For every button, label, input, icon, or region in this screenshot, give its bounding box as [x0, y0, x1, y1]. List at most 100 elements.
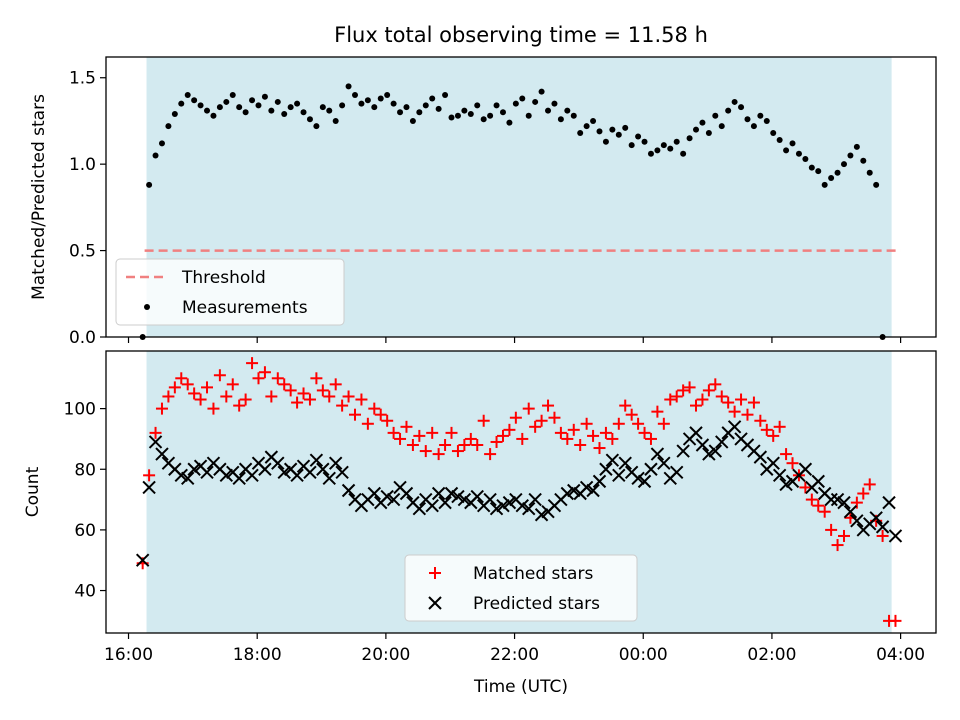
measurement-point [738, 104, 745, 111]
bottom-y-tick-label: 100 [64, 400, 96, 420]
matched-star-point [355, 393, 368, 406]
matched-star-point [233, 399, 246, 412]
measurement-point [339, 102, 346, 109]
predicted-star-point [483, 492, 497, 507]
matched-star-point [284, 384, 297, 397]
predicted-star-point [811, 474, 825, 489]
matched-star-point [252, 372, 265, 385]
predicted-star-point [148, 435, 163, 449]
measurement-point [660, 142, 667, 149]
matched-star-point [394, 432, 407, 445]
measurement-point [223, 98, 230, 105]
top-y-tick-label: 1.5 [69, 69, 96, 89]
predicted-star-point [702, 447, 716, 461]
matched-star-point [342, 390, 355, 403]
matched-star-point [265, 390, 278, 403]
matched-star-point [863, 478, 876, 491]
top-y-tick-label: 1.0 [69, 155, 96, 175]
predicted-star-point [605, 453, 620, 467]
matched-star-point [548, 411, 561, 424]
predicted-star-point [567, 483, 581, 498]
measurement-point [313, 123, 320, 130]
measurement-point [326, 107, 333, 114]
matched-star-point [349, 408, 361, 421]
measurement-point [834, 169, 841, 176]
matched-star-point [220, 390, 233, 403]
matched-star-point [503, 423, 516, 436]
measurement-point [718, 123, 725, 130]
predicted-star-point [644, 462, 658, 476]
top-panel: 0.0 0.5 1.0 1.5 Matched/Predicted stars Thr… [29, 56, 937, 348]
matched-star-point [484, 448, 497, 461]
matched-star-point [426, 426, 439, 439]
matched-star-point [451, 445, 464, 458]
measurement-point [615, 131, 622, 138]
matched-star-point [805, 493, 818, 506]
predicted-star-point [592, 474, 607, 489]
matched-star-point [542, 399, 555, 412]
matched-star-point [387, 426, 400, 439]
legend-measurements-label: Measurements [182, 298, 308, 318]
matched-star-point [188, 387, 201, 400]
measurement-point [371, 104, 378, 111]
bottom-legend: Matched stars Predicted stars [404, 554, 638, 622]
predicted-star-point [843, 505, 858, 519]
matched-star-point [368, 402, 381, 415]
matched-star-point [535, 414, 548, 427]
matched-star-point [226, 378, 239, 391]
predicted-star-point [181, 471, 195, 486]
predicted-star-point [612, 468, 626, 483]
matched-star-point [702, 384, 715, 397]
matched-star-point [657, 417, 670, 430]
predicted-star-point [766, 456, 780, 470]
predicted-star-point [515, 498, 529, 513]
measurement-point [300, 109, 307, 116]
matched-star-point [400, 420, 413, 433]
matched-star-point [361, 417, 374, 430]
matched-star-point [696, 393, 709, 406]
measurement-point [815, 168, 822, 175]
measurement-point [680, 150, 687, 157]
predicted-star-point [187, 462, 201, 476]
matched-star-point [599, 426, 612, 439]
predicted-star-point [155, 447, 169, 461]
measurement-point [557, 116, 564, 123]
predicted-star-point [528, 492, 542, 507]
matched-star-point [760, 423, 773, 436]
measurement-point [712, 112, 719, 119]
measurement-point [390, 100, 397, 107]
measurement-point [551, 100, 558, 107]
measurement-point [847, 152, 854, 159]
matched-star-point [175, 372, 188, 385]
matched-star-point [496, 429, 509, 442]
predicted-star-point [708, 444, 723, 458]
legend-matched-label: Matched stars [473, 564, 593, 584]
predicted-star-point [715, 435, 729, 449]
measurement-point [570, 112, 577, 119]
predicted-star-point [882, 495, 896, 510]
legend-threshold-label: Threshold [181, 268, 266, 288]
matched-star-point [323, 390, 336, 403]
measurement-point [667, 145, 674, 152]
matched-star-point [406, 439, 419, 451]
matched-star-point [812, 499, 825, 512]
predicted-star-point [380, 489, 394, 504]
predicted-star-point [496, 498, 510, 513]
predicted-star-point [399, 486, 414, 501]
measurement-point [442, 92, 449, 99]
measurement-point [165, 123, 172, 130]
matched-star-point [522, 402, 535, 415]
top-y-tick-label: 0.5 [69, 242, 96, 262]
measurement-point [628, 142, 635, 149]
measurement-point [377, 95, 384, 102]
matched-star-point [419, 445, 432, 458]
measurement-point [499, 109, 506, 116]
predicted-star-point [689, 426, 703, 440]
matched-star-point [677, 384, 690, 397]
x-tick-label: 02:00 [747, 645, 796, 665]
matched-star-point [825, 523, 838, 536]
measurement-point [795, 150, 802, 157]
matched-star-point [258, 366, 271, 379]
predicted-star-point [869, 511, 883, 525]
